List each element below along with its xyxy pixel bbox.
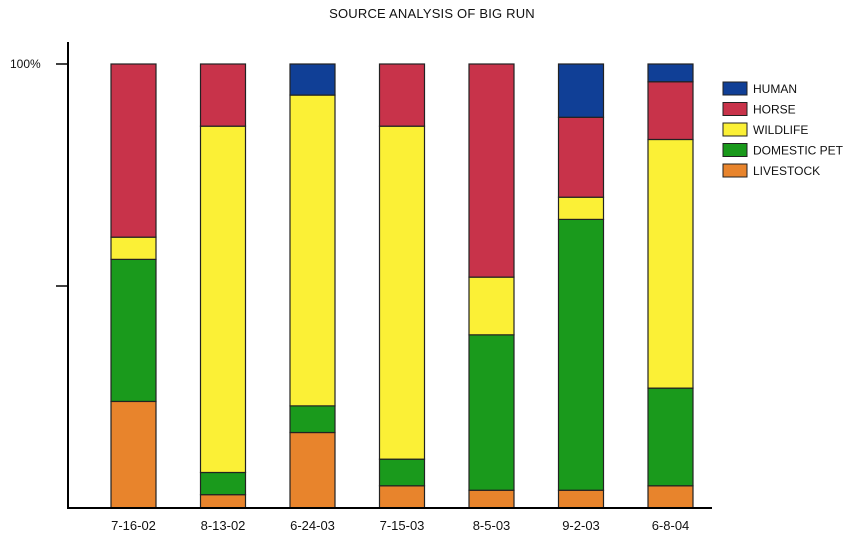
bar-9-2-03-livestock bbox=[557, 489, 605, 509]
x-tick-label-6-8-04: 6-8-04 bbox=[652, 518, 690, 533]
chart-title: SOURCE ANALYSIS OF BIG RUN bbox=[329, 6, 535, 21]
x-tick-label-7-16-02: 7-16-02 bbox=[111, 518, 156, 533]
bar-7-15-03-horse bbox=[378, 63, 426, 127]
bar-8-13-02-horse bbox=[199, 63, 247, 127]
bar-6-24-03-human bbox=[289, 63, 336, 96]
legend-swatch-domestic-pet bbox=[722, 143, 748, 157]
bar-6-24-03-wildlife bbox=[289, 94, 336, 407]
bar-8-13-02-wildlife bbox=[199, 125, 247, 474]
bar-8-5-03-horse bbox=[468, 63, 515, 278]
bar-8-5-03-livestock bbox=[468, 489, 515, 509]
bar-6-24-03-domestic-pet bbox=[289, 405, 336, 434]
bar-6-8-04-human bbox=[647, 63, 694, 83]
y-ticks: 100% bbox=[10, 57, 68, 287]
legend-label-livestock: LIVESTOCK bbox=[753, 164, 820, 178]
legend-swatch-human bbox=[722, 81, 748, 96]
bar-9-2-03-domestic-pet bbox=[557, 218, 605, 491]
bar-group bbox=[110, 63, 694, 509]
y-tick-label-100: 100% bbox=[10, 57, 41, 71]
legend-label-domestic-pet: DOMESTIC PET bbox=[753, 144, 844, 158]
bar-6-24-03-livestock bbox=[289, 431, 336, 509]
bar-7-15-03-livestock bbox=[378, 485, 426, 509]
bar-7-16-02-livestock bbox=[110, 400, 157, 509]
bar-6-8-04-domestic-pet bbox=[647, 387, 694, 487]
legend-swatch-wildlife bbox=[722, 122, 748, 137]
bar-8-13-02-domestic-pet bbox=[199, 471, 247, 496]
bar-7-16-02-wildlife bbox=[110, 236, 157, 260]
bar-7-15-03-domestic-pet bbox=[378, 458, 426, 487]
bar-9-2-03-wildlife bbox=[557, 196, 605, 220]
bar-9-2-03-horse bbox=[557, 116, 605, 198]
legend-swatch-horse bbox=[722, 102, 748, 116]
legend-label-human: HUMAN bbox=[753, 82, 797, 96]
bar-8-5-03-domestic-pet bbox=[468, 334, 515, 491]
x-tick-labels: 7-16-02 8-13-02 6-24-03 7-15-03 8-5-03 9-2-03… bbox=[111, 518, 689, 533]
x-tick-label-9-2-03: 9-2-03 bbox=[562, 518, 600, 533]
bar-7-16-02-domestic-pet bbox=[110, 258, 157, 403]
bar-6-8-04-livestock bbox=[647, 485, 694, 509]
bar-6-8-04-wildlife bbox=[647, 138, 694, 389]
bar-9-2-03-human bbox=[557, 63, 605, 118]
bar-8-5-03-wildlife bbox=[468, 276, 515, 336]
x-tick-label-8-13-02: 8-13-02 bbox=[201, 518, 246, 533]
legend-label-wildlife: WILDLIFE bbox=[753, 123, 808, 137]
bar-7-16-02-horse bbox=[110, 63, 157, 238]
x-tick-label-6-24-03: 6-24-03 bbox=[290, 518, 335, 533]
legend-label-horse: HORSE bbox=[753, 103, 796, 117]
bar-8-13-02-livestock bbox=[199, 494, 247, 509]
legend-swatch-livestock bbox=[722, 163, 748, 178]
bar-7-15-03-wildlife bbox=[378, 125, 426, 460]
bar-6-8-04-horse bbox=[647, 81, 694, 141]
x-tick-label-7-15-03: 7-15-03 bbox=[380, 518, 425, 533]
legend: HUMAN HORSE WILDLIFE DOMESTIC PET LIVESTOCK bbox=[722, 81, 844, 178]
x-tick-label-8-5-03: 8-5-03 bbox=[473, 518, 511, 533]
